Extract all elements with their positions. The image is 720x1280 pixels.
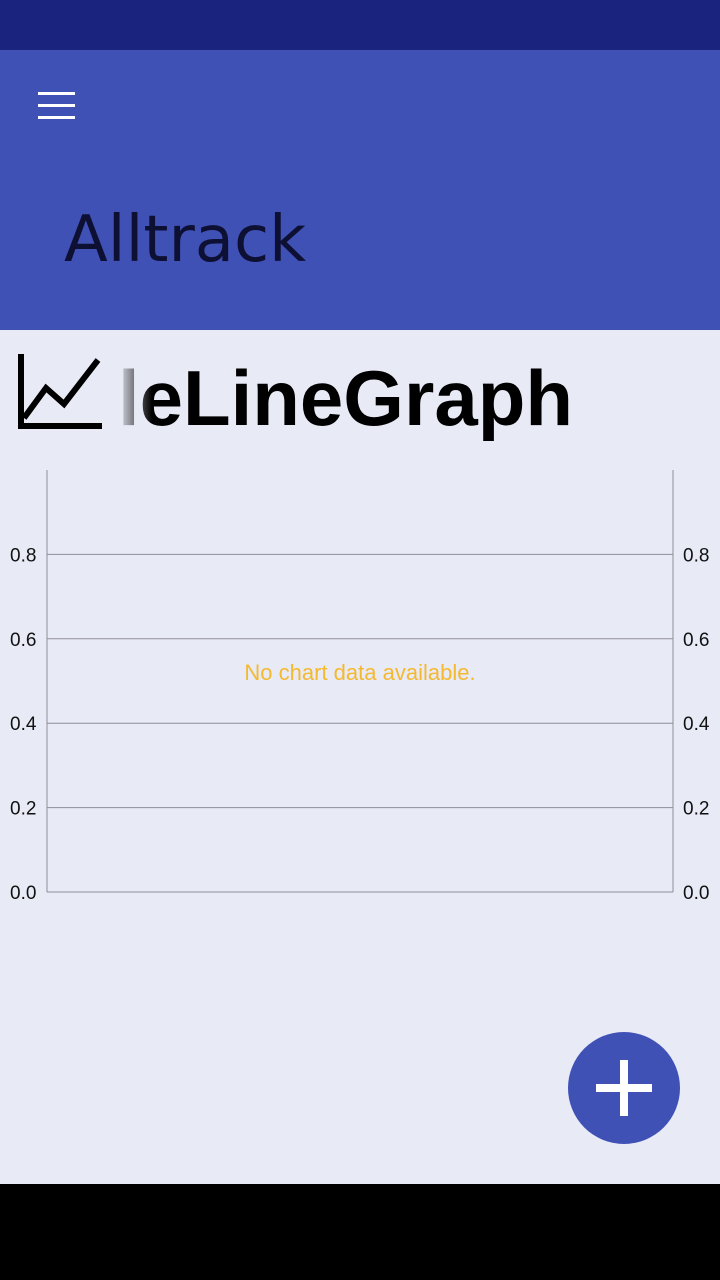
navigation-bar bbox=[0, 1184, 720, 1280]
y-tick-label-left: 0.8 bbox=[10, 545, 36, 566]
y-tick-label-left: 0.0 bbox=[10, 883, 36, 904]
graph-title-container: leLineGraph bbox=[108, 348, 708, 448]
line-chart: 0.0 0.2 0.4 0.6 0.8 0.0 0.2 0.4 0.6 0.8 No chart d… bbox=[10, 470, 710, 904]
app-title: Alltrack bbox=[64, 203, 307, 277]
no-data-message: No chart data available. bbox=[244, 660, 475, 685]
title-fade bbox=[108, 348, 152, 448]
y-tick-label-right: 0.2 bbox=[683, 799, 709, 820]
y-tick-label-left: 0.4 bbox=[10, 714, 37, 735]
line-chart-icon bbox=[18, 354, 102, 429]
y-tick-label-right: 0.8 bbox=[683, 545, 709, 566]
y-tick-label-right: 0.4 bbox=[683, 714, 710, 735]
app-bar: Alltrack bbox=[0, 50, 720, 330]
graph-content: leLineGraph 0.0 0.2 0.4 0.6 0.8 0.0 0.2 0.4 0.6 0… bbox=[0, 330, 720, 1184]
y-tick-label-left: 0.2 bbox=[10, 799, 36, 820]
hamburger-menu-icon[interactable] bbox=[22, 80, 90, 130]
add-button[interactable] bbox=[568, 1032, 680, 1144]
plus-icon bbox=[596, 1060, 652, 1116]
y-tick-label-left: 0.6 bbox=[10, 630, 36, 651]
status-bar bbox=[0, 0, 720, 50]
y-tick-label-right: 0.0 bbox=[683, 883, 709, 904]
graph-title: leLineGraph bbox=[117, 354, 573, 442]
y-tick-label-right: 0.6 bbox=[683, 630, 709, 651]
